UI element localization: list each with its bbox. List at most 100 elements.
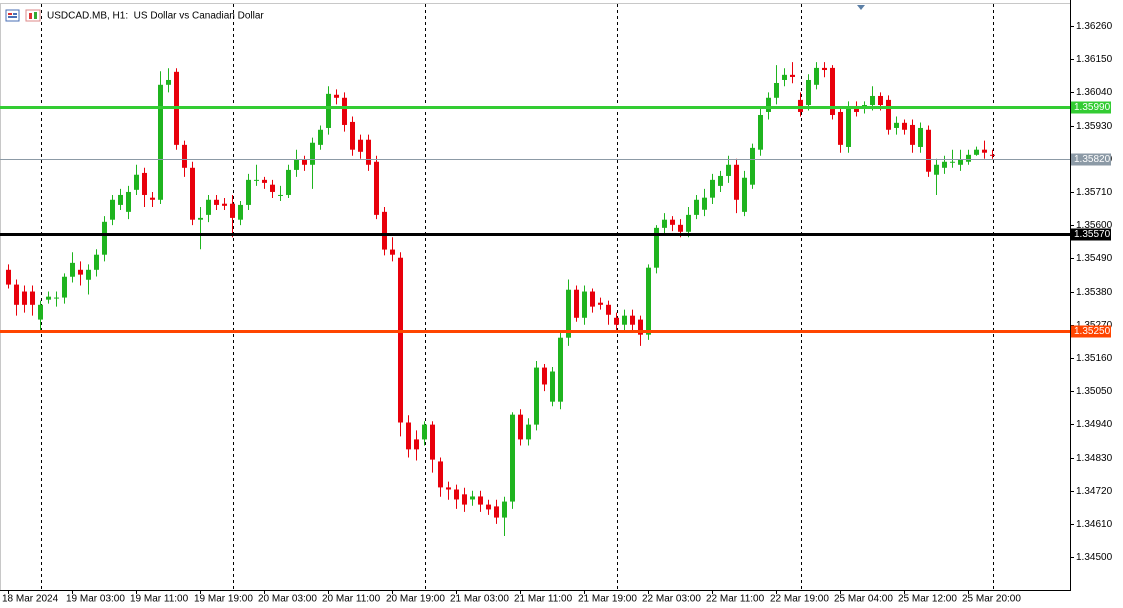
candle-body xyxy=(662,219,667,228)
candle-body xyxy=(590,291,595,307)
x-tick-label: 20 Mar 19:00 xyxy=(386,594,445,605)
candle-body xyxy=(750,147,755,185)
candle-body xyxy=(870,95,875,106)
candle-body xyxy=(182,144,187,168)
candle-body xyxy=(238,204,243,220)
y-tick-label: 1.35380 xyxy=(1076,287,1113,298)
candle-body xyxy=(726,164,731,176)
price-level-tag xyxy=(1071,101,1111,114)
candle-body xyxy=(270,184,275,192)
candle-body xyxy=(294,159,299,170)
candle-body xyxy=(510,414,515,502)
candle-body xyxy=(606,304,611,315)
icon-part xyxy=(29,13,32,19)
price-level-label: 1.35990 xyxy=(1074,102,1111,113)
candle-body xyxy=(982,149,987,153)
x-tick-label: 21 Mar 11:00 xyxy=(514,594,573,605)
y-tick-label: 1.34940 xyxy=(1076,419,1113,430)
candle-body xyxy=(374,161,379,215)
candle-body xyxy=(958,159,963,165)
candle-body xyxy=(326,93,331,128)
x-tick-label: 21 Mar 03:00 xyxy=(450,594,509,605)
y-tick-label: 1.34500 xyxy=(1076,552,1113,563)
candle-body xyxy=(934,164,939,175)
candle-body xyxy=(286,169,291,195)
candle-body xyxy=(710,179,715,198)
candle-body xyxy=(814,67,819,85)
candle-body xyxy=(398,257,403,423)
candle-body xyxy=(126,191,131,212)
candle-body xyxy=(646,267,651,335)
candle-body xyxy=(246,179,251,205)
candle-body xyxy=(158,84,163,200)
candle-body xyxy=(526,424,531,440)
candle-body xyxy=(854,107,859,112)
y-tick-label: 1.36260 xyxy=(1076,21,1113,32)
candle-body xyxy=(926,129,931,172)
candle-body xyxy=(942,161,947,168)
candle-body xyxy=(94,254,99,270)
candle-body xyxy=(782,74,787,80)
icon-part xyxy=(8,16,17,18)
candle-body xyxy=(86,269,91,280)
candle-body xyxy=(414,439,419,450)
candle-body xyxy=(774,82,779,98)
candle-body xyxy=(766,97,771,112)
y-tick-label: 1.34720 xyxy=(1076,486,1113,497)
chart-title: USDCAD.MB, H1: US Dollar vs Canadian Dol… xyxy=(47,11,264,22)
candle-body xyxy=(366,139,371,165)
icon xyxy=(25,9,41,22)
candle-body xyxy=(910,124,915,145)
candle-body xyxy=(446,487,451,490)
candle-body xyxy=(310,142,315,165)
candle-body xyxy=(630,315,635,325)
candle-body xyxy=(206,199,211,215)
candle-body xyxy=(734,164,739,200)
candle-body xyxy=(790,74,795,77)
x-tick-label: 19 Mar 03:00 xyxy=(66,594,125,605)
candle-body xyxy=(486,504,491,510)
candle-body xyxy=(190,167,195,220)
candle-body xyxy=(102,221,107,255)
candle-body xyxy=(686,214,691,232)
candle-body xyxy=(582,291,587,318)
candle-body xyxy=(550,371,555,402)
price-level-tag xyxy=(1071,325,1111,338)
candle-body xyxy=(702,197,707,210)
x-tick-label: 20 Mar 11:00 xyxy=(322,594,381,605)
candle-body xyxy=(838,111,843,145)
candle-body xyxy=(222,203,227,206)
candle-body xyxy=(318,129,323,145)
candle-body xyxy=(54,297,59,299)
candle-body xyxy=(950,161,955,163)
candle-body xyxy=(638,319,643,335)
candle-body xyxy=(502,501,507,518)
symbol-icons xyxy=(5,9,41,22)
candle-body xyxy=(342,97,347,125)
price-level-tag xyxy=(1071,228,1111,241)
candle-body xyxy=(542,367,547,385)
candle-body xyxy=(62,276,67,298)
x-tick-label: 22 Mar 19:00 xyxy=(770,594,829,605)
candle-body xyxy=(694,199,699,215)
price-level-label: 1.35820 xyxy=(1074,154,1111,165)
candle-body xyxy=(518,414,523,440)
candle-body xyxy=(598,302,603,305)
candle-body xyxy=(214,199,219,205)
candle-body xyxy=(382,211,387,250)
candle-body xyxy=(422,424,427,440)
candle-body xyxy=(406,422,411,450)
x-tick-label: 19 Mar 19:00 xyxy=(194,594,253,605)
y-tick-label: 1.34830 xyxy=(1076,453,1113,464)
candle-body xyxy=(470,496,475,500)
candle-body xyxy=(46,296,51,300)
candle-body xyxy=(678,224,683,232)
icon xyxy=(5,9,20,22)
y-tick-label: 1.34610 xyxy=(1076,519,1113,530)
candle-body xyxy=(278,194,283,196)
candle-body xyxy=(6,269,11,285)
y-tick-label: 1.36150 xyxy=(1076,54,1113,65)
candle-body xyxy=(22,291,27,305)
